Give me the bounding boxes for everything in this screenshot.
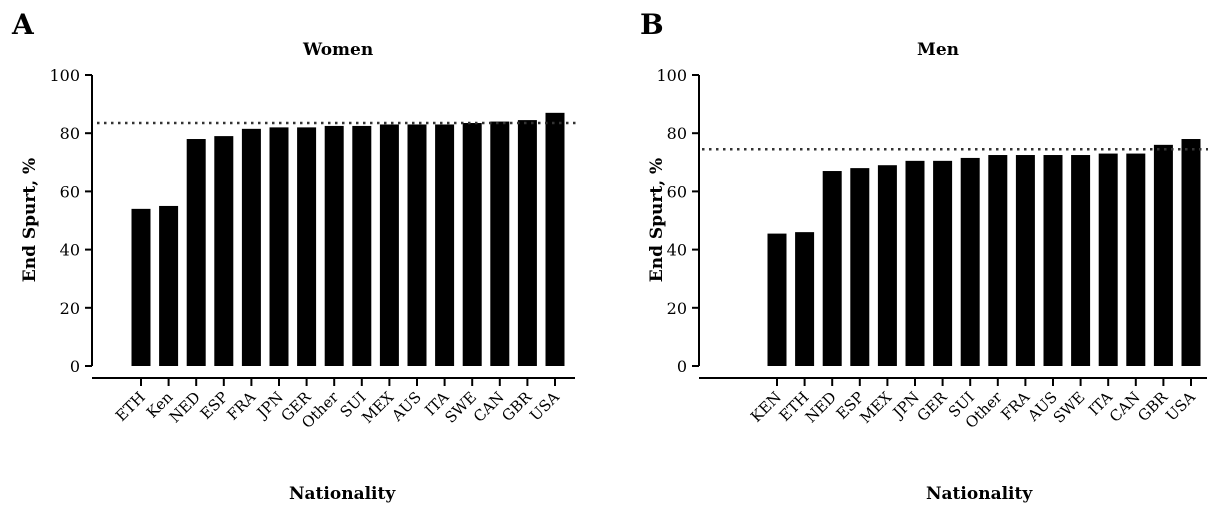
bar [269,127,289,366]
panel-a: A Women End Spurt, % Nationality 0 20 40 60… [0,0,607,514]
bar [545,112,565,366]
bar [352,125,372,366]
x-tick-label: USA [526,388,563,425]
y-tick-label: 100 [49,66,80,85]
x-tick-label: NED [802,388,840,426]
panel-b: B Men End Spurt, % Nationality 0 20 40 60 80… [607,0,1214,514]
y-tick-label: 0 [70,357,80,376]
bar [241,128,261,366]
bar [517,120,537,366]
x-tick-label: GER [913,388,950,425]
bar [1098,153,1118,366]
bar [905,160,925,366]
x-tick-label: SWE [1050,388,1089,427]
bar [214,136,234,366]
y-tick-label: 100 [656,66,687,85]
bar [379,124,399,366]
bar [297,127,317,366]
x-axis-label: Nationality [289,484,396,504]
x-tick-label: CAN [1106,388,1144,426]
chart-title: Men [917,40,959,60]
x-tick-label: FRA [223,388,259,424]
y-tick-label: 60 [60,182,80,201]
y-tick-label: 80 [667,124,687,143]
y-tick-label: 20 [60,299,80,318]
x-tick-label: NED [166,388,204,426]
x-tick-label: FRA [997,388,1033,424]
bar [462,123,482,366]
bar [435,124,455,366]
bar [159,205,179,366]
x-tick-label: AUS [388,388,425,425]
x-tick-label: ETH [112,388,149,425]
y-tick-label: 80 [60,124,80,143]
bar-chart-women: 020406080100ETHKenNEDESPFRAJPNGEROtherSU… [49,66,578,432]
y-tick-label: 40 [60,241,80,260]
bar [1015,155,1035,366]
x-tick-label: KEN [747,388,785,426]
bar [877,165,897,366]
y-tick-label: 60 [667,182,687,201]
x-tick-label: ESP [197,388,232,423]
bar [960,157,980,366]
bar [1181,139,1201,366]
bar [1071,155,1091,366]
x-tick-label: CAN [470,388,508,426]
bar [1043,155,1063,366]
y-tick-label: 0 [677,357,687,376]
bar [407,124,427,366]
bar [933,160,953,366]
y-tick-label: 40 [667,241,687,260]
bar-chart-men: 020406080100KENETHNEDESPMEXJPNGERSUIOthe… [656,66,1208,432]
panel-letter: B [640,8,664,41]
panel-letter: A [12,8,34,41]
bar [1153,144,1173,366]
bar [795,232,815,366]
bar [324,125,344,366]
y-tick-label: 20 [667,299,687,318]
bar [850,168,870,366]
x-tick-label: USA [1162,388,1199,425]
bar [822,171,842,366]
bar [186,139,206,366]
x-tick-label: GBR [1134,388,1171,425]
chart-title: Women [303,40,374,60]
bar [490,121,510,366]
bar [1126,153,1146,366]
bar [767,233,787,366]
x-axis-label: Nationality [926,484,1033,504]
bar [988,155,1008,366]
x-tick-label: GBR [498,388,535,425]
bar [131,208,151,366]
